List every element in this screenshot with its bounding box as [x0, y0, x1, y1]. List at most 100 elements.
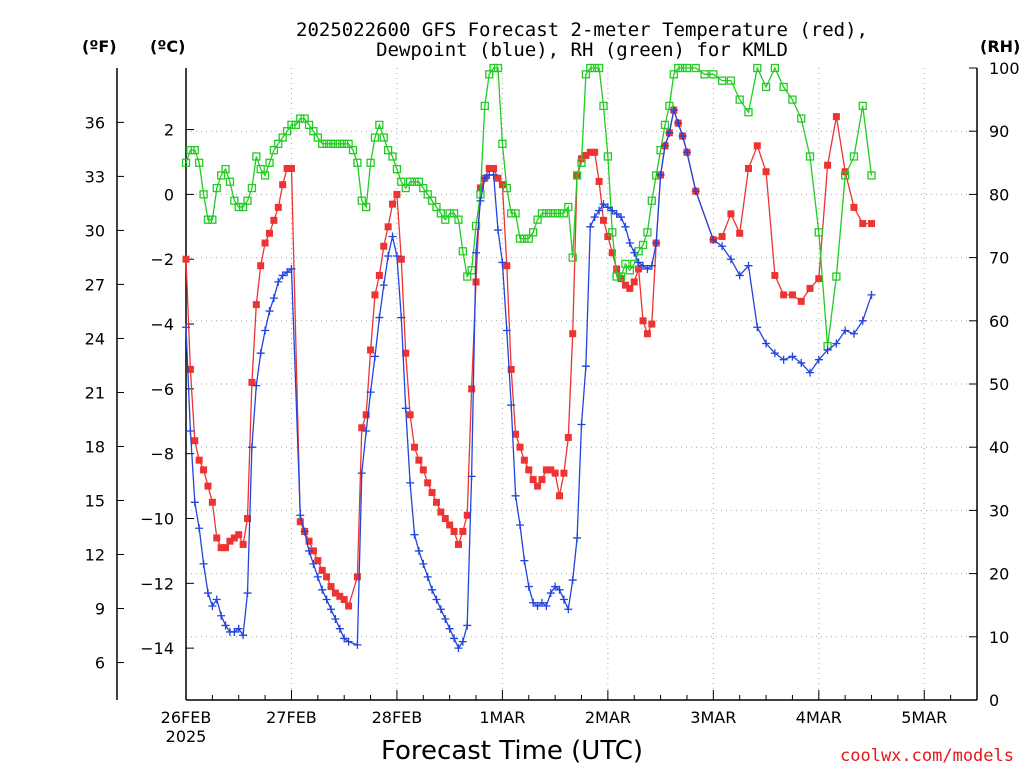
rh-point [414, 177, 424, 186]
rh-point [322, 139, 331, 148]
dewpoint-point [239, 631, 248, 640]
fahrenheit-tick-label: 33 [85, 167, 105, 186]
temperature-point [859, 220, 867, 228]
rh-point [507, 209, 516, 218]
rh-point [243, 196, 252, 205]
rh-point [594, 63, 604, 73]
temperature-point [375, 271, 383, 279]
dewpoint-point [806, 368, 815, 377]
rh-point [599, 101, 608, 111]
dewpoint-point [432, 595, 441, 604]
dewpoint-point [296, 511, 305, 520]
rh-point [515, 234, 525, 243]
rh-point [700, 70, 709, 79]
dewpoint-point [357, 469, 366, 478]
celsius-tick-label: 2 [164, 121, 174, 140]
dewpoint-point [287, 264, 296, 273]
rh-point [234, 202, 243, 212]
celsius-tick-label: −10 [140, 510, 174, 529]
dewpoint-point [489, 170, 498, 179]
temperature-point [446, 521, 454, 529]
rh-point [313, 133, 322, 142]
dewpoint-point [467, 472, 476, 481]
dewpoint-point [559, 595, 568, 604]
dewpoint-point [634, 258, 643, 267]
rh-point [260, 171, 270, 180]
fahrenheit-tick-label: 21 [85, 383, 105, 402]
dewpoint-point [515, 520, 524, 529]
rh-point [726, 76, 736, 85]
fahrenheit-tick-label: 36 [85, 113, 105, 132]
dewpoint-point [621, 222, 630, 231]
dewpoint-point [441, 614, 450, 623]
temperature-point [402, 349, 410, 357]
dewpoint-point [195, 524, 204, 533]
dewpoint-point [674, 119, 683, 128]
rh-point [432, 202, 441, 212]
rh-point [682, 63, 692, 73]
temperature-point [630, 278, 638, 286]
dewpoint-point [595, 206, 604, 215]
rh-point [647, 196, 656, 205]
dewpoint-point [520, 556, 529, 565]
dewpoint-point [322, 595, 331, 604]
rh-point [375, 120, 384, 130]
dewpoint-point [608, 206, 617, 215]
temperature-point [195, 456, 203, 464]
temperature-point [551, 469, 559, 477]
rh-point [841, 171, 850, 180]
rh-point [717, 76, 727, 85]
temperature-point [305, 537, 313, 545]
temperature-point [815, 275, 823, 283]
rh-point [419, 183, 428, 193]
temperature-point [613, 265, 621, 273]
rh-point [405, 177, 415, 186]
dewpoint-point [450, 634, 459, 643]
temperature-point [248, 378, 256, 386]
rh-point [282, 127, 292, 136]
dewpoint-point [243, 589, 252, 598]
dewpoint-point [603, 203, 612, 212]
rh-point [221, 164, 230, 174]
temperature-point [200, 466, 208, 474]
dewpoint-point [375, 313, 384, 322]
rh-point [326, 139, 336, 148]
dewpoint-point [274, 277, 283, 286]
temperature-point [485, 164, 493, 172]
rh-point [537, 209, 547, 218]
dewpoint-point [370, 352, 379, 361]
dewpoint-point [867, 290, 876, 299]
fahrenheit-tick-label: 30 [85, 221, 105, 240]
temperature-point [252, 301, 260, 309]
temperature-point [235, 531, 243, 539]
rh-point [744, 108, 753, 117]
temperature-point [270, 216, 278, 224]
rh-point [348, 146, 358, 155]
dewpoint-point [256, 349, 265, 358]
dewpoint-point [568, 576, 577, 585]
temperature-point [186, 365, 194, 373]
dewpoint-point [265, 307, 274, 316]
rh-point [665, 101, 674, 111]
fahrenheit-tick-label: 15 [85, 491, 105, 510]
dewpoint-point [313, 572, 322, 581]
dewpoint-point [423, 572, 432, 581]
dewpoint-point [234, 624, 243, 633]
dewpoint-point [718, 242, 727, 251]
dewpoint-point [366, 388, 375, 397]
dewpoint-point [643, 264, 652, 273]
temperature-point [868, 220, 876, 228]
temperature-point [367, 346, 375, 354]
dewpoint-point [652, 239, 661, 248]
dewpoint-point [252, 381, 261, 390]
rh-point [520, 234, 529, 243]
rh-point [436, 209, 446, 218]
celsius-tick-label: −4 [150, 315, 174, 334]
temperature-point [454, 540, 462, 548]
temperature-point [428, 489, 436, 497]
rh-point [449, 209, 459, 218]
dewpoint-point [546, 589, 555, 598]
rh-point [304, 120, 314, 130]
dewpoint-point [476, 196, 485, 205]
temperature-point [191, 437, 199, 445]
